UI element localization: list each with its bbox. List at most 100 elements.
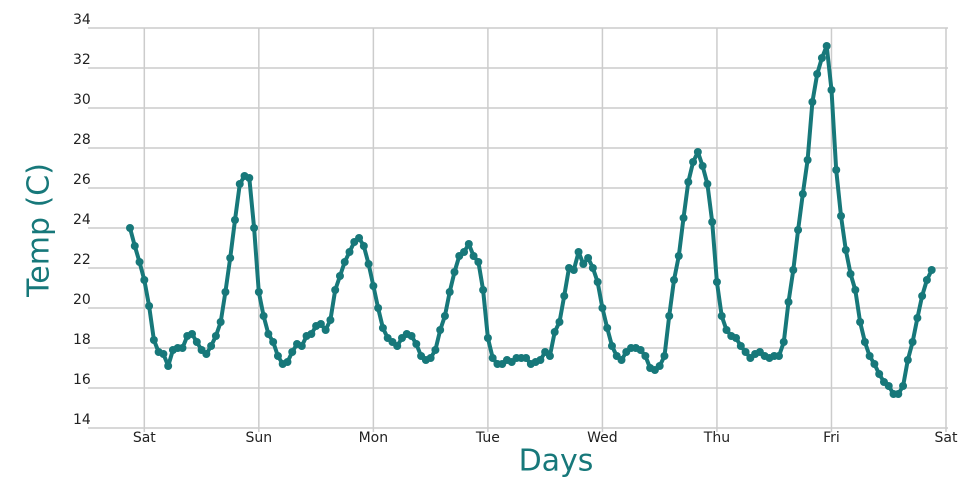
- data-point: [297, 342, 306, 350]
- data-point: [245, 174, 254, 182]
- data-point: [603, 324, 612, 332]
- data-point: [393, 342, 402, 350]
- data-point: [369, 282, 378, 290]
- data-point: [841, 246, 850, 254]
- data-point: [307, 330, 316, 338]
- data-point: [264, 330, 273, 338]
- data-point: [407, 332, 416, 340]
- data-point: [431, 346, 440, 354]
- data-point: [798, 190, 807, 198]
- data-point: [536, 356, 545, 364]
- x-axis-title: Days: [519, 444, 594, 479]
- data-point: [288, 348, 297, 356]
- data-point: [598, 304, 607, 312]
- y-tick-label: 22: [73, 252, 91, 268]
- data-point: [665, 312, 674, 320]
- data-point: [813, 70, 822, 78]
- data-point: [593, 278, 602, 286]
- x-tick-label: Sun: [246, 430, 273, 446]
- data-point: [689, 158, 698, 166]
- data-point: [918, 292, 927, 300]
- data-point: [207, 342, 216, 350]
- y-tick-label: 20: [73, 292, 91, 308]
- data-point: [364, 260, 373, 268]
- data-point: [335, 272, 344, 280]
- data-point: [851, 286, 860, 294]
- data-point: [903, 356, 912, 364]
- data-point: [794, 226, 803, 234]
- x-tick-label: Tue: [475, 430, 500, 446]
- data-point: [717, 312, 726, 320]
- data-point: [779, 338, 788, 346]
- data-point: [178, 344, 187, 352]
- data-point: [479, 286, 488, 294]
- y-tick-label: 30: [73, 92, 91, 108]
- x-tick-label: Thu: [703, 430, 730, 446]
- data-point: [856, 318, 865, 326]
- data-point: [440, 312, 449, 320]
- data-point: [741, 348, 750, 356]
- data-point: [545, 352, 554, 360]
- data-point: [254, 288, 263, 296]
- x-tick-label: Sat: [133, 430, 156, 446]
- data-point: [817, 54, 826, 62]
- data-point: [340, 258, 349, 266]
- data-point: [832, 166, 841, 174]
- data-point: [827, 86, 836, 94]
- data-point: [693, 148, 702, 156]
- y-axis-title: Temp (C): [22, 163, 57, 298]
- data-point: [374, 304, 383, 312]
- data-point: [712, 278, 721, 286]
- data-point: [846, 270, 855, 278]
- data-point: [316, 320, 325, 328]
- data-point: [164, 362, 173, 370]
- data-point: [555, 318, 564, 326]
- data-point: [550, 328, 559, 336]
- data-point: [355, 234, 364, 242]
- data-point: [483, 334, 492, 342]
- data-point: [221, 288, 230, 296]
- data-point: [569, 266, 578, 274]
- data-point: [359, 242, 368, 250]
- data-point: [584, 254, 593, 262]
- data-point: [808, 98, 817, 106]
- y-tick-label: 28: [73, 132, 91, 148]
- data-point: [913, 314, 922, 322]
- data-point: [698, 162, 707, 170]
- data-point: [283, 358, 292, 366]
- data-point: [140, 276, 149, 284]
- x-tick-label: Mon: [359, 430, 389, 446]
- data-point: [736, 342, 745, 350]
- data-point: [273, 352, 282, 360]
- data-point: [670, 276, 678, 284]
- data-point: [326, 316, 335, 324]
- y-tick-label: 16: [73, 372, 91, 388]
- x-tick-label: Fri: [823, 430, 840, 446]
- data-point: [469, 252, 478, 260]
- data-point: [426, 354, 435, 362]
- data-point: [784, 298, 793, 306]
- data-point: [774, 352, 783, 360]
- data-point: [894, 390, 903, 398]
- data-point: [560, 292, 569, 300]
- data-point: [126, 224, 134, 232]
- data-point: [860, 338, 869, 346]
- data-point: [588, 264, 597, 272]
- data-point: [378, 324, 387, 332]
- data-point: [660, 352, 669, 360]
- x-tick-label: Sat: [935, 430, 958, 446]
- data-point: [159, 350, 168, 358]
- data-point: [474, 258, 483, 266]
- data-point: [464, 240, 473, 248]
- data-point: [130, 242, 139, 250]
- data-point: [870, 360, 879, 368]
- data-point: [321, 326, 330, 334]
- data-point: [679, 214, 688, 222]
- data-point: [192, 338, 201, 346]
- y-tick-label: 24: [73, 212, 91, 228]
- data-point: [674, 252, 683, 260]
- data-point: [927, 266, 936, 274]
- x-tick-label: Wed: [587, 430, 618, 446]
